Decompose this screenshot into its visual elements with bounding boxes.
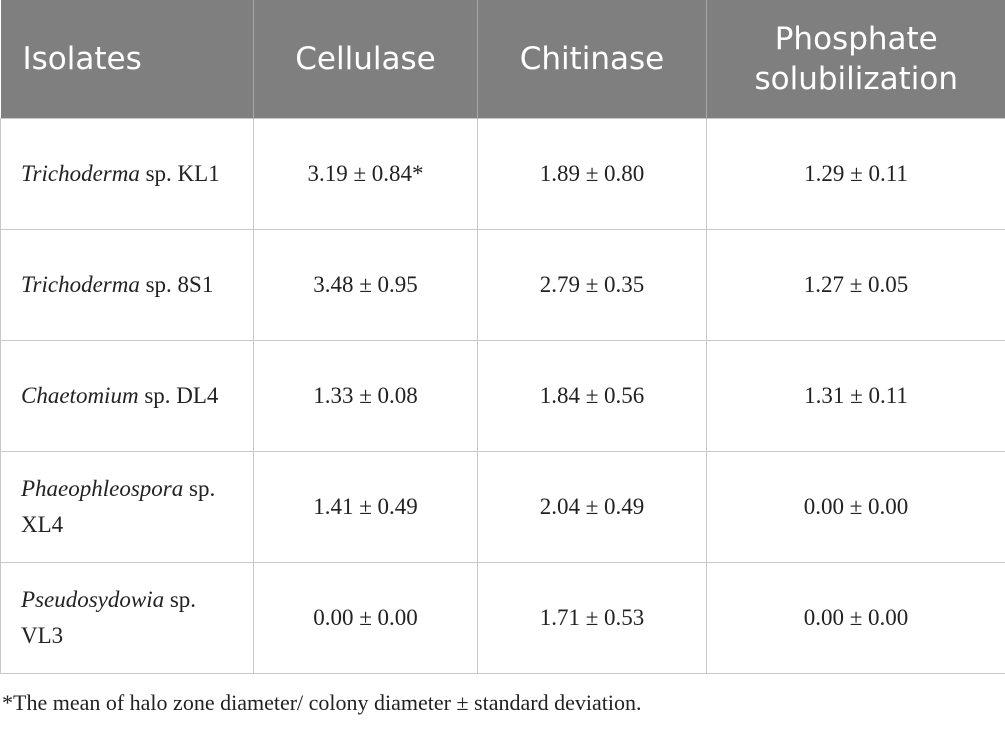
isolate-suffix: sp. VL3: [21, 587, 197, 648]
value-cell: 0.00 ± 0.00: [706, 562, 1005, 674]
isolate-cell: Pseudosydowia sp. VL3: [0, 562, 254, 674]
value-cell: 3.19 ± 0.84*: [253, 118, 478, 230]
value-cell: 2.04 ± 0.49: [477, 451, 707, 563]
data-table: Isolates Cellulase Chitinase Phosphate solu…: [0, 0, 1005, 674]
table-row: Chaetomium sp. DL4 1.33 ± 0.08 1.84 ± 0.56…: [0, 340, 1005, 452]
genus: Trichoderma: [21, 272, 140, 298]
value-cell: 1.33 ± 0.08: [253, 340, 478, 452]
value-cell: 0.00 ± 0.00: [253, 562, 478, 674]
genus: Phaeophleospora: [21, 476, 184, 502]
header-cell: Chitinase: [477, 0, 707, 119]
value-cell: 2.79 ± 0.35: [477, 229, 707, 341]
isolate-cell: Chaetomium sp. DL4: [0, 340, 254, 452]
value-cell: 1.89 ± 0.80: [477, 118, 707, 230]
value-cell: 0.00 ± 0.00: [706, 451, 1005, 563]
table-row: Pseudosydowia sp. VL3 0.00 ± 0.00 1.71 ± 0…: [0, 562, 1005, 674]
genus: Trichoderma: [21, 161, 140, 187]
footnote: *The mean of halo zone diameter/ colony …: [2, 690, 642, 715]
value-cell: 1.29 ± 0.11: [706, 118, 1005, 230]
table-row: Phaeophleospora sp. XL4 1.41 ± 0.49 2.04 ±…: [0, 451, 1005, 563]
genus: Pseudosydowia: [21, 587, 165, 613]
value-cell: 1.31 ± 0.11: [706, 340, 1005, 452]
isolate-cell: Trichoderma sp. 8S1: [0, 229, 254, 341]
isolate-cell: Trichoderma sp. KL1: [0, 118, 254, 230]
isolate-suffix: sp. KL1: [145, 161, 220, 187]
isolate-cell: Phaeophleospora sp. XL4: [0, 451, 254, 563]
isolate-suffix: sp. XL4: [21, 476, 216, 537]
table-row: Trichoderma sp. KL1 3.19 ± 0.84* 1.89 ± 0.…: [0, 118, 1005, 230]
table-body: Trichoderma sp. KL1 3.19 ± 0.84* 1.89 ± 0.…: [0, 118, 1005, 674]
isolate-suffix: sp. DL4: [144, 383, 219, 409]
value-cell: 1.27 ± 0.05: [706, 229, 1005, 341]
header-cell: Phosphate solubilization: [706, 0, 1005, 119]
value-cell: 1.84 ± 0.56: [477, 340, 707, 452]
header-row: Isolates Cellulase Chitinase Phosphate solu…: [0, 0, 1005, 119]
value-cell: 1.71 ± 0.53: [477, 562, 707, 674]
table-row: Trichoderma sp. 8S1 3.48 ± 0.95 2.79 ± 0.3…: [0, 229, 1005, 341]
value-cell: 3.48 ± 0.95: [253, 229, 478, 341]
header-cell: Cellulase: [253, 0, 478, 119]
isolate-suffix: sp. 8S1: [145, 272, 214, 298]
value-cell: 1.41 ± 0.49: [253, 451, 478, 563]
header-cell: Isolates: [0, 0, 254, 119]
genus: Chaetomium: [21, 383, 139, 409]
